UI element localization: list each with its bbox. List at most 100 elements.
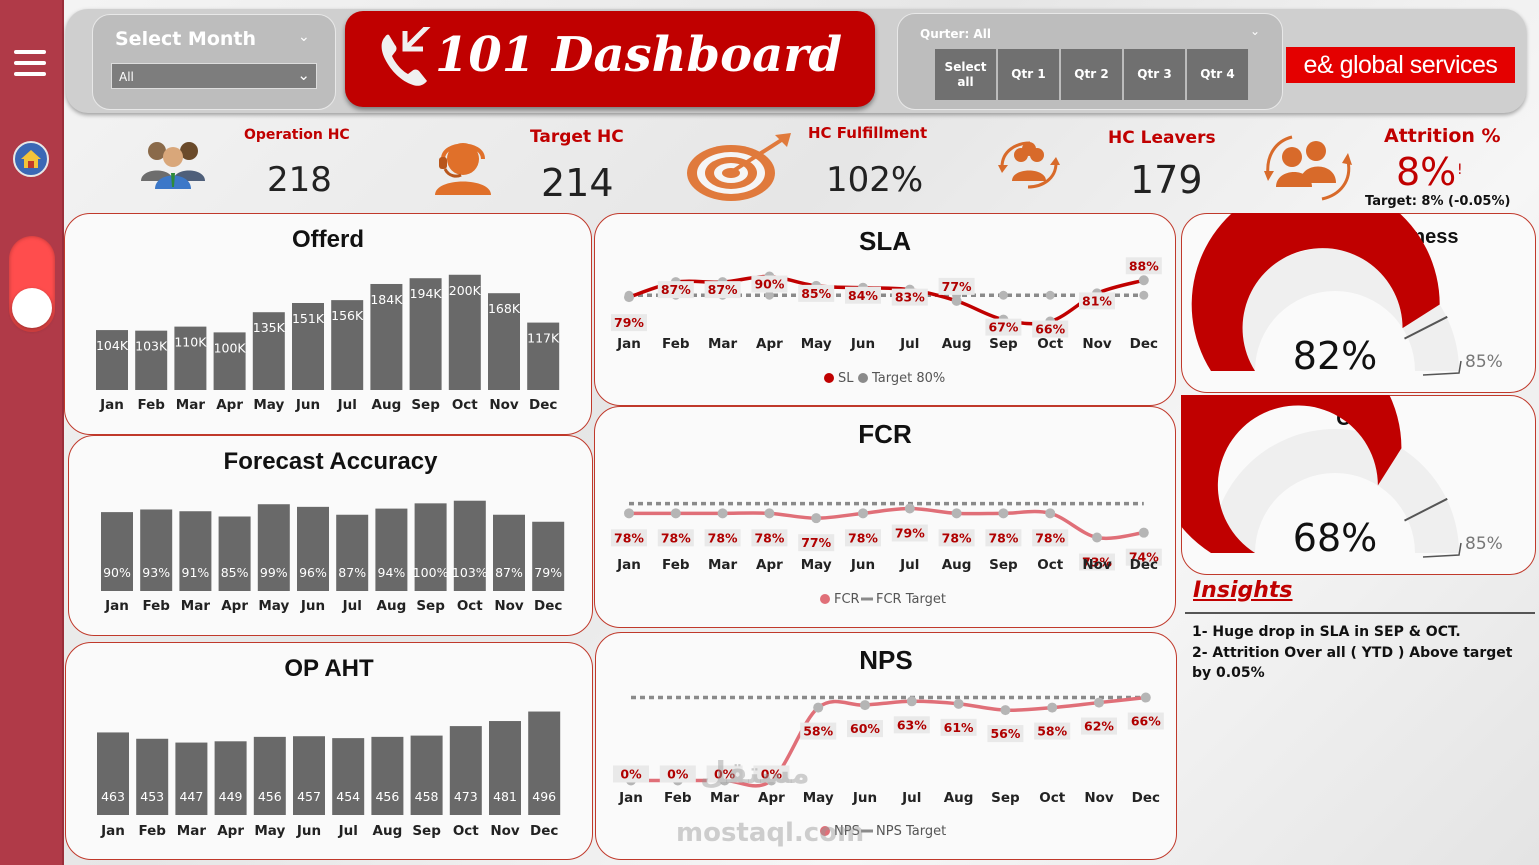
sla-data-label: 66% [1035,322,1065,337]
toggle-knob[interactable] [12,288,52,328]
nps-data-label: 56% [990,726,1020,741]
offered-tick-label: Mar [176,397,206,413]
fcr-tick-label: Mar [708,557,738,573]
sla-tick-label: Nov [1082,336,1112,352]
aht-data-label: 473 [454,789,478,804]
nps-data-label: 0% [761,766,783,781]
forecast-tick-label: Oct [457,598,483,614]
forecast-data-label: 96% [299,565,327,580]
quarter-1-button[interactable]: Qtr 1 [998,49,1060,100]
quarter-2-button[interactable]: Qtr 2 [1061,49,1123,100]
offered-bar [527,322,560,390]
nps-tick-label: Nov [1084,790,1114,806]
fcr-line-chart: 78% 78% 78% 78% 77% 78% 79% 78% 78% 78% 73% 74% Jan F… [611,501,1162,607]
sla-tick-label: Apr [756,336,783,352]
forecast-data-label: 100% [413,565,449,580]
sla-target-point [1139,290,1149,300]
sla-data-label: 87% [661,282,691,297]
aht-bar [136,738,169,815]
fcr-data-point [1045,508,1056,519]
fcr-data-label-bg [1125,548,1162,566]
offered-bar [252,312,285,390]
target-hc-value: 214 [541,161,614,205]
menu-icon[interactable] [14,50,46,80]
nps-data-label-bg [1081,717,1117,735]
aht-tick-label: Jul [338,823,358,839]
aht-data-label: 447 [179,789,203,804]
forecast-tick-label: Feb [142,598,170,614]
sla-data-label: 77% [942,279,972,294]
month-dropdown[interactable]: All ⌄ [111,63,317,89]
happiness-gauge-fill [1191,213,1440,371]
fcr-tick-label: May [801,557,832,573]
theme-toggle[interactable] [9,236,55,332]
ocr-target-label: 85% [1465,534,1503,554]
forecast-bar [532,521,565,591]
offered-bar-chart: 104K Jan 103K Feb 110K Mar 100K Apr 135K May 151K J… [96,274,560,413]
watermark-url: mostaql.com [676,818,865,848]
fcr-data-label-bg [938,529,975,547]
aht-data-label: 458 [415,789,439,804]
nps-tick-label: Aug [944,790,974,806]
sla-data-label: 84% [848,288,878,303]
fcr-data-label-bg [798,534,835,552]
dashboard-title: 101 Dashboard [435,27,843,83]
aht-data-label: 463 [101,789,125,804]
chevron-down-icon[interactable]: ⌄ [1250,24,1261,38]
aht-bar [371,736,404,815]
ocr-gauge: 85% 68% [1181,395,1503,560]
fcr-data-point [764,508,775,519]
fcr-data-label: 78% [942,530,972,545]
target-hc-label: Target HC [530,127,624,147]
quarter-slicer-title: Qurter: All [920,27,991,41]
aht-data-label: 457 [297,789,321,804]
sla-data-label: 85% [801,286,831,301]
fcr-tick-label: Jul [899,557,919,573]
offered-data-label: 103K [135,339,168,354]
chevron-down-icon[interactable]: ⌄ [298,29,310,45]
aht-data-label: 456 [258,789,282,804]
forecast-bar [101,512,133,591]
quarter-3-button[interactable]: Qtr 3 [1124,49,1186,100]
forecast-data-label: 99% [260,565,288,580]
forecast-bar [493,514,525,591]
nps-tick-label: Sep [991,790,1020,806]
fcr-data-label: 78% [661,530,691,545]
sla-data-label-bg [1032,320,1069,338]
nps-data-label: 58% [1037,724,1067,739]
aht-bar [528,711,561,815]
offered-tick-label: Sep [411,397,440,413]
sla-data-label: 90% [754,277,784,292]
nps-data-label: 58% [803,724,833,739]
offered-bar [370,283,403,390]
fcr-tick-label: Jan [616,557,641,573]
ocr-target-marker [1404,497,1448,522]
attrition-alert-icon: ! [1457,162,1463,178]
operation-hc-label: Operation HC [244,127,350,143]
aht-tick-label: Jun [296,823,321,839]
nps-tick-label: Jul [901,790,921,806]
home-icon[interactable] [13,141,49,177]
offered-bar [213,332,246,390]
sla-legend-marker [824,373,834,383]
forecast-data-label: 85% [221,565,249,580]
insights-title: Insights [1193,578,1293,603]
phone-incoming-icon [381,27,431,86]
quarter-select-all-button[interactable]: Select all [935,49,997,100]
aht-tick-label: Feb [138,823,166,839]
aht-tick-label: Nov [490,823,520,839]
nps-data-label-bg [847,720,883,738]
hc-leavers-label: HC Leavers [1108,128,1216,148]
offered-tick-label: May [253,397,284,413]
forecast-data-label: 103% [452,565,488,580]
nps-tick-label: Dec [1132,790,1160,806]
fcr-tick-label: Sep [989,557,1018,573]
sla-legend-marker [858,373,868,383]
brand-logo: e& global services [1286,47,1515,83]
offered-bar [174,326,207,390]
fcr-data-point [717,508,728,519]
fcr-data-label-bg [1079,553,1115,571]
fcr-card: FCR [594,406,1176,628]
sla-data-label: 87% [708,282,738,297]
quarter-4-button[interactable]: Qtr 4 [1187,49,1249,100]
